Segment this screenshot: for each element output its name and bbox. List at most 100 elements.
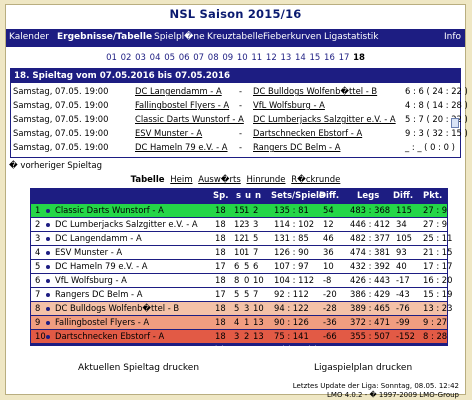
rank: 3 — [35, 233, 41, 243]
matchday-link-06[interactable]: 06 — [178, 53, 190, 63]
draws: 5 — [244, 261, 250, 271]
legs: 389 : 465 — [350, 303, 391, 313]
legs: 483 : 368 — [350, 205, 391, 215]
table-row: 2 DC Lumberjacks Salzgitter e.V. - A 18 12 3… — [31, 218, 447, 231]
matchday-link-09[interactable]: 09 — [222, 53, 234, 63]
points: 15 : 19 — [423, 289, 453, 299]
wins: 3 — [234, 331, 240, 341]
wins: 4 — [234, 317, 240, 327]
matchday-link-08[interactable]: 08 — [207, 53, 219, 63]
nav-fieberkurven[interactable]: Fieberkurven — [263, 32, 322, 42]
draws: 1 — [244, 205, 250, 215]
table-label: Tabelle — [130, 175, 165, 185]
nav-kalender[interactable]: Kalender — [9, 32, 49, 42]
draws: 1 — [244, 317, 250, 327]
document-icon[interactable] — [451, 118, 459, 128]
home-team[interactable]: Fallingbostel Flyers - A — [135, 100, 230, 110]
away-team[interactable]: Rangers DC Belm - A — [253, 142, 341, 152]
rank: 7 — [35, 289, 41, 299]
matchday-link-14[interactable]: 14 — [294, 53, 306, 63]
legs: 355 : 507 — [350, 331, 391, 341]
match-date: Samstag, 07.05. 19:00 — [13, 128, 109, 138]
bullet-icon — [46, 223, 50, 227]
losses: 13 — [253, 331, 264, 341]
rank: 10 — [35, 331, 46, 341]
lmo-credit[interactable]: LMO 4.0.2 - � 1997-2009 LMO-Group — [327, 391, 459, 399]
home-team[interactable]: Classic Darts Wunstorf - A — [135, 114, 244, 124]
tab-rueckrunde[interactable]: R�ckrunde — [291, 175, 341, 185]
played: 18 — [215, 275, 226, 285]
header-pkt: Pkt. — [423, 191, 443, 201]
nav-info[interactable]: Info — [444, 32, 462, 42]
losses: 2 — [253, 205, 259, 215]
played: 18 — [215, 233, 226, 243]
draws: 3 — [244, 219, 250, 229]
losses: 5 — [253, 233, 259, 243]
header-s: s — [236, 191, 242, 201]
previous-matchday-link[interactable]: � vorheriger Spieltag — [9, 161, 102, 171]
draws: 1 — [244, 247, 250, 257]
bullet-icon — [46, 279, 50, 283]
nav-ergebnisse-tabelle[interactable]: Ergebnisse/Tabelle — [57, 32, 153, 42]
header-u: u — [245, 191, 252, 201]
sets: 90 : 126 — [274, 317, 309, 327]
away-team[interactable]: DC Bulldogs Wolfenb�ttel - B — [253, 86, 378, 96]
played: 18 — [215, 205, 226, 215]
matchday-link-01[interactable]: 01 — [106, 53, 117, 63]
points: 17 : 17 — [423, 261, 453, 271]
team-name: VfL Wolfsburg - A — [55, 275, 127, 285]
total-sets: Gesamt-Sets/Spiele: 1068 — [159, 345, 251, 353]
away-team[interactable]: DC Lumberjacks Salzgitter e.V. - A — [253, 114, 396, 124]
home-team[interactable]: DC Hameln 79 e.V. - A — [135, 142, 228, 152]
rank: 5 — [35, 261, 41, 271]
played: 18 — [215, 317, 226, 327]
tab-heim[interactable]: Heim — [170, 175, 193, 185]
bullet-icon — [46, 335, 50, 339]
wins: 12 — [234, 219, 245, 229]
home-team[interactable]: ESV Munster - A — [135, 128, 203, 138]
match-score: 5 : 7 ( 20 : 22 ) — [405, 114, 468, 124]
matchday-link-02[interactable]: 02 — [120, 53, 132, 63]
legs-diff: 34 — [396, 219, 407, 229]
matchday-link-13[interactable]: 13 — [280, 53, 292, 63]
legs: 426 : 443 — [350, 275, 391, 285]
legs: 372 : 471 — [350, 317, 391, 327]
points: 16 : 20 — [423, 275, 453, 285]
matchday-link-17[interactable]: 17 — [338, 53, 350, 63]
sets-diff: 12 — [323, 219, 334, 229]
matchday-link-10[interactable]: 10 — [236, 53, 248, 63]
tab-auswaerts[interactable]: Ausw�rts — [198, 175, 241, 185]
team-name: DC Langendamm - A — [55, 233, 142, 243]
matchday-link-16[interactable]: 16 — [324, 53, 335, 63]
matchday-link-18[interactable]: 18 — [353, 53, 365, 63]
matchday-link-07[interactable]: 07 — [193, 53, 205, 63]
nav-ligastatistik[interactable]: Ligastatistik — [324, 32, 379, 42]
match-separator: - — [239, 86, 243, 96]
print-schedule-button[interactable]: Ligaspielplan drucken — [314, 363, 413, 373]
matchday-link-12[interactable]: 12 — [265, 53, 277, 63]
team-name: DC Bulldogs Wolfenb�ttel - B — [55, 303, 180, 313]
matchday-link-11[interactable]: 11 — [251, 53, 263, 63]
tab-hinrunde[interactable]: Hinrunde — [246, 175, 286, 185]
matchday-link-05[interactable]: 05 — [164, 53, 176, 63]
points: 25 : 11 — [423, 233, 453, 243]
matchday-link-15[interactable]: 15 — [309, 53, 321, 63]
sets-diff: 54 — [323, 205, 334, 215]
draws: 0 — [244, 275, 250, 285]
sets-diff: 10 — [323, 261, 334, 271]
nav-kreuztabelle[interactable]: Kreuztabelle — [207, 32, 264, 42]
print-matchday-button[interactable]: Aktuellen Spieltag drucken — [78, 363, 200, 373]
nav-spielplaene[interactable]: Spielpl�ne — [154, 32, 205, 42]
points: 13 : 23 — [423, 303, 453, 313]
team-name: ESV Munster - A — [55, 247, 123, 257]
legs-diff: 105 — [396, 233, 412, 243]
home-team[interactable]: DC Langendamm - A — [135, 86, 222, 96]
played: 18 — [215, 303, 226, 313]
played: 18 — [215, 219, 226, 229]
legs-diff: 115 — [396, 205, 412, 215]
away-team[interactable]: Dartschnecken Ebstorf - A — [253, 128, 363, 138]
sets-diff: -8 — [323, 275, 332, 285]
matchday-link-03[interactable]: 03 — [135, 53, 146, 63]
away-team[interactable]: VfL Wolfsburg - A — [253, 100, 325, 110]
matchday-link-04[interactable]: 04 — [149, 53, 161, 63]
